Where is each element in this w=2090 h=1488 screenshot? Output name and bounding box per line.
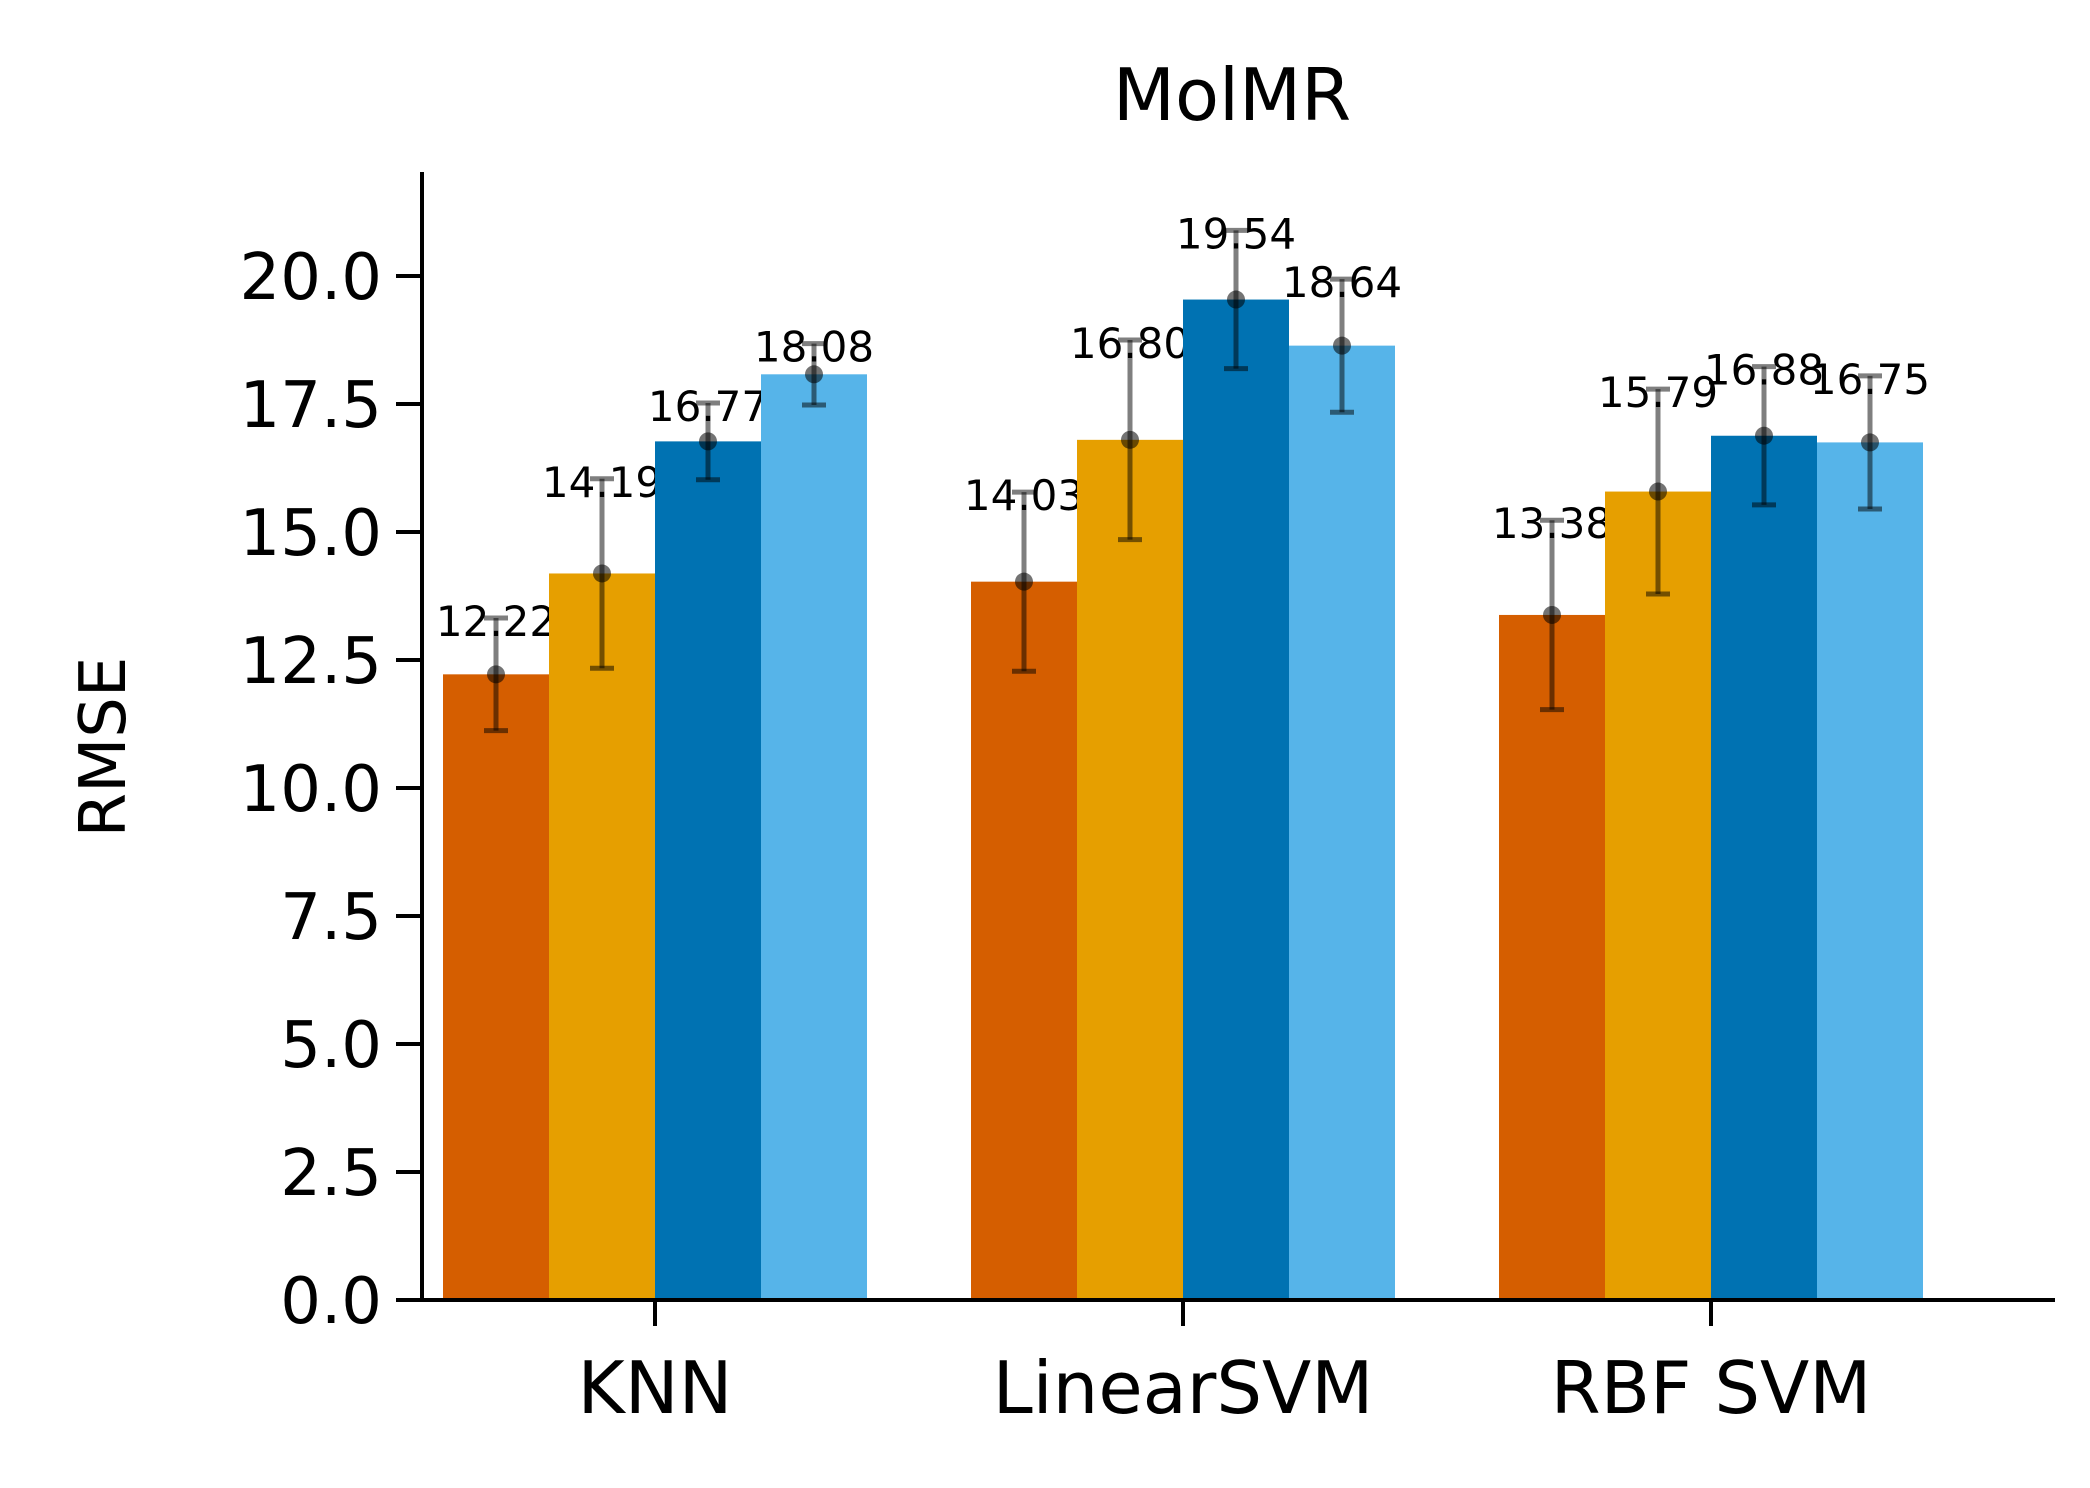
bar-knn-s4 — [761, 374, 867, 1301]
mean-point — [1333, 336, 1351, 355]
x-tick-label: LinearSVM — [993, 1346, 1374, 1430]
mean-point — [1121, 430, 1139, 449]
mean-point — [1755, 426, 1773, 445]
bar-rbf-svm-s4 — [1817, 442, 1923, 1300]
data-label: 16.88 — [1704, 346, 1824, 395]
y-tick-label: 20.0 — [240, 241, 383, 315]
mean-point — [1543, 605, 1561, 624]
mean-point — [1649, 482, 1667, 501]
bar-linearsvm-s4 — [1289, 345, 1395, 1301]
y-tick-label: 17.5 — [240, 369, 383, 443]
mean-point — [699, 432, 717, 451]
bar-rbf-svm-s3 — [1711, 435, 1817, 1300]
bar-knn-s3 — [655, 441, 761, 1301]
plot-area: 12.22 14.03 13.38 14.19 16.80 15.79 16.77 19.54… — [436, 209, 1930, 1301]
data-label: 14.03 — [964, 471, 1084, 520]
bar-linearsvm-s3 — [1183, 299, 1289, 1300]
data-label: 16.75 — [1810, 355, 1930, 404]
bar-knn-s1 — [443, 674, 549, 1300]
bar-linearsvm-s2 — [1077, 439, 1183, 1301]
mean-point — [1015, 572, 1033, 591]
mean-point — [487, 665, 505, 684]
bar-linearsvm-s1 — [971, 581, 1077, 1300]
data-label: 13.38 — [1492, 499, 1612, 548]
data-label: 18.64 — [1282, 258, 1402, 307]
y-tick-label: 7.5 — [280, 881, 382, 955]
y-axis-label: RMSE — [67, 657, 141, 838]
y-tick-label: 0.0 — [280, 1265, 382, 1339]
bar-rbf-svm-s2 — [1605, 491, 1711, 1300]
data-label: 15.79 — [1598, 368, 1718, 417]
mean-point — [593, 564, 611, 583]
axes: 0.0 2.5 5.0 7.5 10.0 12.5 15.0 17.5 20.0 KNN Linea… — [240, 172, 2055, 1430]
chart-title: MolMR — [1113, 53, 1351, 137]
data-label: 16.80 — [1070, 319, 1190, 368]
x-tick-label: KNN — [578, 1346, 733, 1430]
data-label: 18.08 — [754, 323, 874, 372]
mean-point — [1861, 433, 1879, 452]
data-label: 19.54 — [1176, 209, 1296, 258]
y-tick-label: 10.0 — [240, 753, 383, 827]
data-label: 14.19 — [542, 458, 662, 507]
y-tick-label: 15.0 — [240, 497, 383, 571]
data-label: 16.77 — [648, 382, 768, 431]
data-label: 12.22 — [436, 597, 556, 646]
y-tick-label: 2.5 — [280, 1137, 382, 1211]
mean-point — [805, 365, 823, 384]
mean-point — [1227, 290, 1245, 309]
y-tick-label: 12.5 — [240, 625, 383, 699]
bar-knn-s2 — [549, 573, 655, 1300]
y-tick-label: 5.0 — [280, 1009, 382, 1083]
bar-rbf-svm-s1 — [1499, 614, 1605, 1300]
x-tick-label: RBF SVM — [1551, 1346, 1872, 1430]
